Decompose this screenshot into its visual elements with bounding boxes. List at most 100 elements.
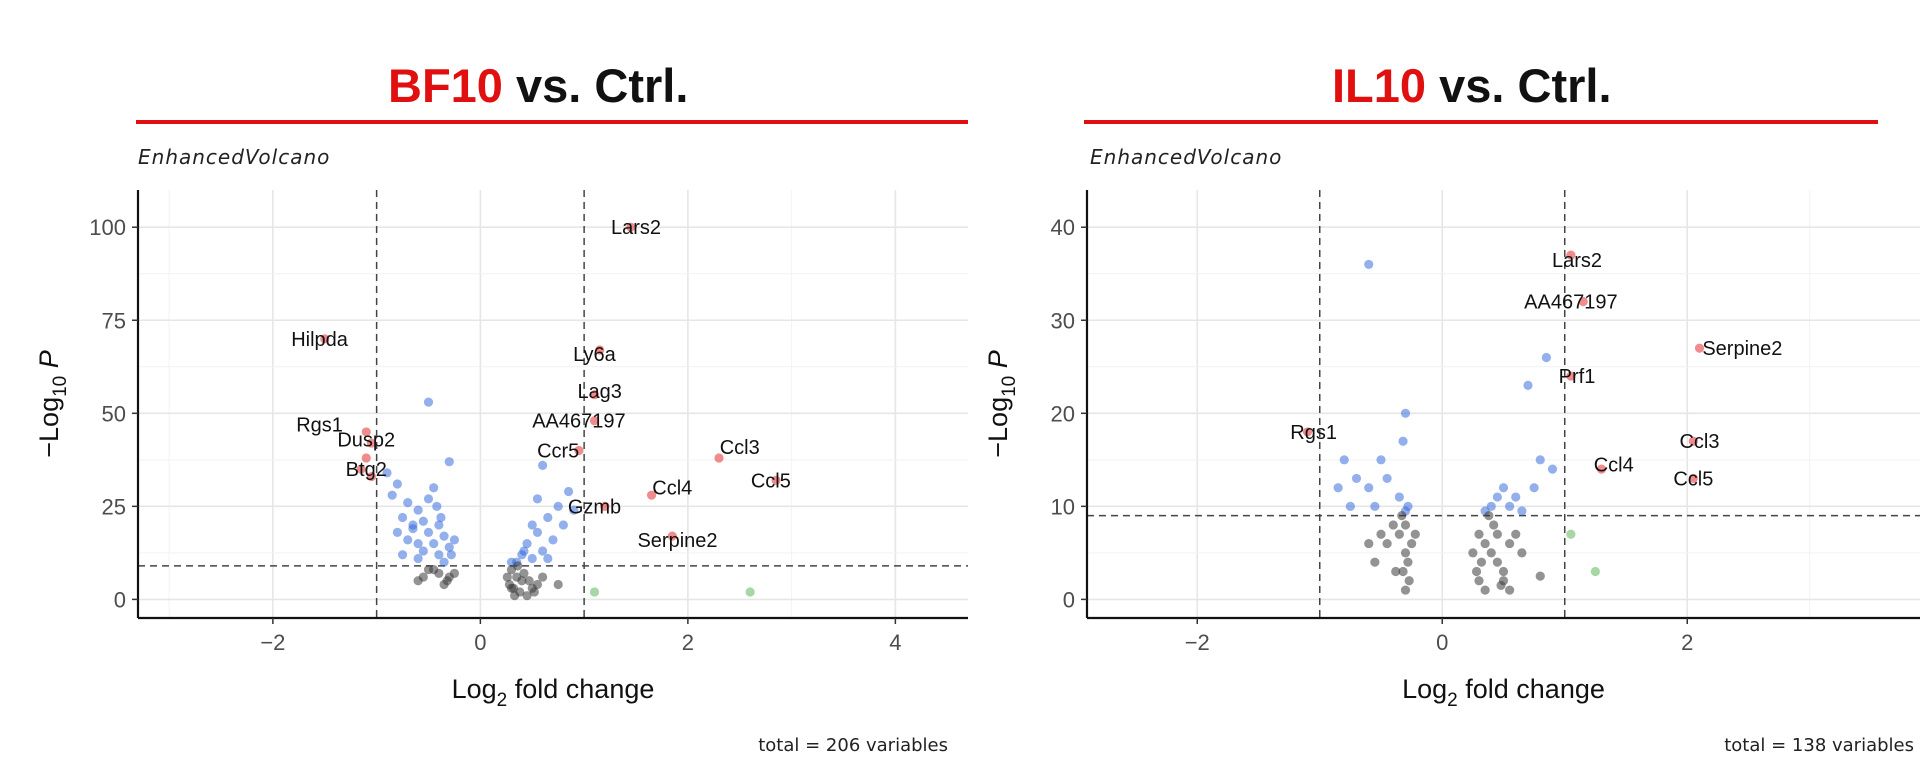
data-point (589, 390, 600, 400)
data-point (1474, 576, 1484, 586)
data-point (1694, 343, 1705, 353)
data-point (1590, 566, 1600, 577)
data-point (1688, 436, 1698, 446)
data-point (361, 427, 371, 437)
volcano-panel-bf10: BF10 vs. Ctrl. EnhancedVolcano Hilpda Rgs… (34, 59, 968, 756)
x-axis-title: Log2 fold change (1402, 674, 1605, 711)
gene-label: Ccl3 (1679, 431, 1719, 453)
data-point (543, 553, 553, 564)
gene-label: Dusp2 (337, 429, 395, 451)
data-point (1376, 529, 1386, 539)
data-point (444, 457, 454, 467)
gene-label: Lars2 (611, 217, 661, 239)
data-point (1529, 483, 1539, 493)
data-point (397, 512, 408, 523)
gene-label: Btg2 (346, 459, 387, 481)
data-point (1496, 580, 1506, 591)
data-point (646, 490, 657, 500)
data-point (429, 565, 439, 575)
chart-title: IL10 vs. Ctrl. (1332, 58, 1612, 113)
y-tick-label: 30 (1051, 308, 1075, 333)
data-point (553, 501, 563, 511)
data-point (1364, 538, 1374, 549)
data-point (519, 546, 529, 556)
data-point (1397, 511, 1407, 521)
data-point (1566, 250, 1576, 260)
data-point (569, 505, 579, 515)
data-point (423, 494, 434, 504)
y-tick-label: 10 (1051, 494, 1075, 519)
data-point (436, 512, 446, 523)
data-point (1388, 520, 1398, 530)
data-point (771, 475, 781, 485)
chart-title-rest: vs. Ctrl. (1426, 59, 1612, 112)
data-point (361, 453, 371, 463)
chart-caption: total = 206 variables (758, 735, 948, 756)
data-point (1339, 455, 1349, 465)
data-point (1498, 483, 1509, 493)
y-axis-title-part: P (983, 350, 1013, 376)
data-point (1511, 529, 1521, 539)
data-point (434, 520, 444, 530)
data-point (366, 471, 377, 482)
y-axis-title: −Log10 P (983, 350, 1020, 457)
data-point (543, 512, 553, 523)
data-point (1486, 548, 1496, 558)
y-tick-label: 75 (102, 308, 126, 333)
data-point (439, 557, 449, 567)
data-point (444, 542, 454, 552)
data-point (387, 490, 397, 500)
data-point (1345, 501, 1355, 511)
data-point (408, 520, 418, 530)
gene-label: Ccl5 (751, 470, 791, 492)
data-point (1407, 538, 1417, 549)
data-point (429, 538, 439, 549)
data-point (600, 501, 610, 511)
gene-label: Ly6a (573, 344, 617, 366)
data-point (442, 576, 452, 586)
y-tick-label: 20 (1051, 401, 1075, 426)
x-tick-label: 4 (889, 630, 901, 655)
data-point (532, 527, 543, 537)
data-point (1391, 566, 1401, 577)
data-point (403, 535, 413, 545)
data-point (1578, 297, 1588, 307)
data-point (1364, 483, 1374, 493)
gene-label: Rgs1 (296, 414, 343, 436)
data-point (382, 468, 392, 478)
data-point (1400, 520, 1411, 530)
chart-caption: total = 138 variables (1724, 735, 1914, 756)
data-point (432, 501, 442, 511)
data-point (1505, 585, 1515, 595)
data-point (517, 576, 527, 586)
x-tick-label: 0 (474, 630, 486, 655)
data-point (527, 520, 537, 530)
data-point (418, 572, 428, 582)
data-point (1382, 473, 1392, 484)
data-point (538, 572, 548, 582)
data-point (1471, 566, 1482, 577)
data-point (524, 576, 534, 586)
data-point (563, 486, 574, 497)
data-point (1351, 473, 1362, 484)
gene-label: Ccr5 (537, 441, 579, 463)
data-point (1400, 408, 1411, 418)
data-point (403, 498, 413, 508)
data-point (423, 527, 434, 537)
x-tick-label: 0 (1436, 630, 1448, 655)
data-point (538, 460, 548, 471)
data-point (1517, 506, 1527, 516)
data-point (527, 553, 537, 564)
y-tick-label: 100 (89, 215, 126, 240)
data-point (1404, 576, 1414, 586)
chart-title-highlight: BF10 (388, 59, 503, 112)
gene-label: Lars2 (1552, 250, 1602, 272)
title-underline (1084, 120, 1878, 124)
title-underline (136, 120, 968, 124)
data-point (1511, 492, 1521, 502)
data-point (589, 416, 600, 426)
chart-subtitle: EnhancedVolcano (138, 145, 331, 169)
y-axis-title-part: P (34, 350, 64, 376)
data-point (513, 561, 523, 571)
